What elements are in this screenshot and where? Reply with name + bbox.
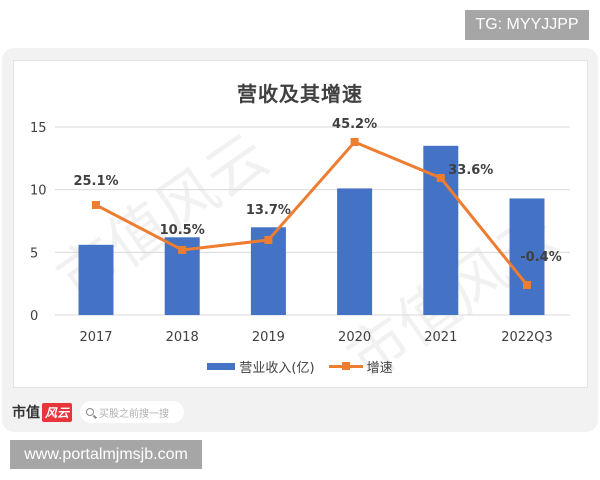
bar-swatch-icon	[207, 362, 236, 370]
legend-item-growth[interactable]: 增速	[328, 357, 393, 376]
chart-title: 营收及其增速	[237, 82, 363, 106]
growth-marker[interactable]	[436, 174, 445, 182]
y-tick-label: 0	[30, 309, 38, 324]
x-tick-label: 2017	[79, 330, 112, 345]
search-placeholder: 买股之前搜一搜	[99, 408, 169, 420]
x-tick-label: 2019	[252, 330, 285, 345]
growth-marker[interactable]	[523, 281, 531, 289]
revenue-bar[interactable]	[337, 188, 373, 315]
growth-data-label: 45.2%	[332, 117, 377, 132]
x-tick-label: 2020	[338, 330, 371, 345]
growth-marker[interactable]	[350, 138, 359, 146]
y-tick-label: 10	[30, 184, 47, 199]
x-axis-labels: 2017 2018 2019 2020 2021 2022Q3	[79, 330, 552, 345]
growth-line: 25.1% 10.5% 13.7% 45.2% 33.6% -0.4%	[73, 117, 562, 289]
y-tick-label: 5	[30, 246, 38, 261]
growth-data-label: 33.6%	[448, 163, 493, 178]
x-tick-label: 2018	[166, 330, 199, 345]
y-tick-label: 15	[30, 121, 47, 136]
revenue-bar[interactable]	[78, 244, 114, 315]
growth-marker[interactable]	[178, 246, 187, 254]
gridlines	[55, 126, 570, 316]
growth-data-label: 10.5%	[160, 223, 205, 238]
legend: 营业收入(亿) 增速	[0, 356, 600, 376]
legend-item-revenue[interactable]: 营业收入(亿)	[207, 357, 315, 376]
growth-polyline	[95, 140, 529, 286]
x-tick-label: 2021	[424, 330, 457, 345]
y-axis-ticks: 0 5 10 15	[30, 121, 47, 324]
legend-revenue-label: 营业收入(亿)	[239, 360, 315, 376]
brand-logo[interactable]: 市值 风云	[12, 402, 73, 422]
brand-text: 市值	[12, 405, 40, 421]
search-box[interactable]: 买股之前搜一搜	[80, 401, 184, 423]
growth-marker[interactable]	[264, 236, 273, 244]
legend-growth-label: 增速	[366, 360, 393, 376]
growth-data-label: 25.1%	[73, 174, 118, 189]
tg-badge: TG: MYYJJPP	[465, 10, 589, 40]
revenue-bar[interactable]	[509, 198, 545, 315]
line-marker-swatch-icon	[328, 361, 363, 371]
growth-data-label: -0.4%	[520, 250, 561, 265]
growth-data-label: 13.7%	[246, 203, 291, 218]
search-icon	[86, 408, 94, 416]
chart-area	[13, 60, 588, 388]
brand-badge: 风云	[42, 402, 73, 422]
x-tick-label: 2022Q3	[501, 330, 553, 345]
growth-marker[interactable]	[92, 201, 100, 209]
url-badge: www.portalmjmsjb.com	[10, 440, 202, 469]
